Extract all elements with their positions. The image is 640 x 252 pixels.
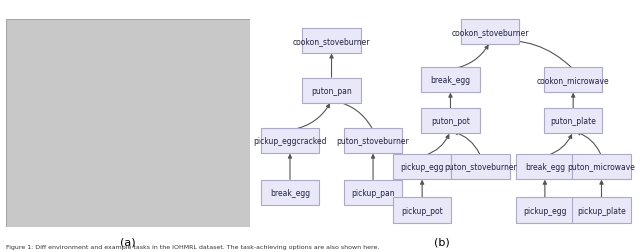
FancyBboxPatch shape: [451, 154, 510, 179]
FancyBboxPatch shape: [516, 198, 574, 223]
FancyBboxPatch shape: [516, 154, 574, 179]
FancyBboxPatch shape: [302, 79, 361, 103]
Text: puton_plate: puton_plate: [550, 117, 596, 126]
Text: pickup_pan: pickup_pan: [351, 188, 395, 197]
Text: pickup_plate: pickup_plate: [577, 206, 626, 215]
Text: cookon_stoveburner: cookon_stoveburner: [292, 37, 371, 46]
FancyBboxPatch shape: [393, 154, 451, 179]
Text: cookon_stoveburner: cookon_stoveburner: [451, 28, 529, 37]
Text: (b): (b): [434, 237, 449, 247]
Text: puton_microwave: puton_microwave: [568, 162, 636, 171]
FancyBboxPatch shape: [572, 154, 631, 179]
Text: pickup_pot: pickup_pot: [401, 206, 443, 215]
FancyBboxPatch shape: [344, 180, 403, 205]
Text: Figure 1: Diff environment and example tasks in the IOHMRL dataset. The task-ach: Figure 1: Diff environment and example t…: [6, 244, 380, 249]
Text: puton_stoveburner: puton_stoveburner: [337, 136, 410, 145]
FancyBboxPatch shape: [260, 180, 319, 205]
FancyBboxPatch shape: [6, 20, 250, 227]
FancyBboxPatch shape: [544, 68, 602, 92]
FancyBboxPatch shape: [461, 20, 520, 45]
Text: cookon_microwave: cookon_microwave: [537, 76, 609, 85]
FancyBboxPatch shape: [572, 198, 631, 223]
Text: (a): (a): [120, 237, 136, 247]
FancyBboxPatch shape: [344, 128, 403, 153]
Text: pickup_eggcracked: pickup_eggcracked: [253, 136, 327, 145]
FancyBboxPatch shape: [393, 198, 451, 223]
Text: puton_stoveburner: puton_stoveburner: [444, 162, 517, 171]
Text: pickup_egg: pickup_egg: [401, 162, 444, 171]
FancyBboxPatch shape: [421, 109, 480, 134]
FancyBboxPatch shape: [421, 68, 480, 92]
Text: pickup_egg: pickup_egg: [523, 206, 566, 215]
Text: puton_pan: puton_pan: [311, 86, 352, 96]
FancyBboxPatch shape: [302, 29, 361, 54]
Text: break_egg: break_egg: [431, 76, 470, 85]
FancyBboxPatch shape: [544, 109, 602, 134]
FancyBboxPatch shape: [260, 128, 319, 153]
Text: break_egg: break_egg: [525, 162, 565, 171]
Text: break_egg: break_egg: [270, 188, 310, 197]
Text: puton_pot: puton_pot: [431, 117, 470, 126]
